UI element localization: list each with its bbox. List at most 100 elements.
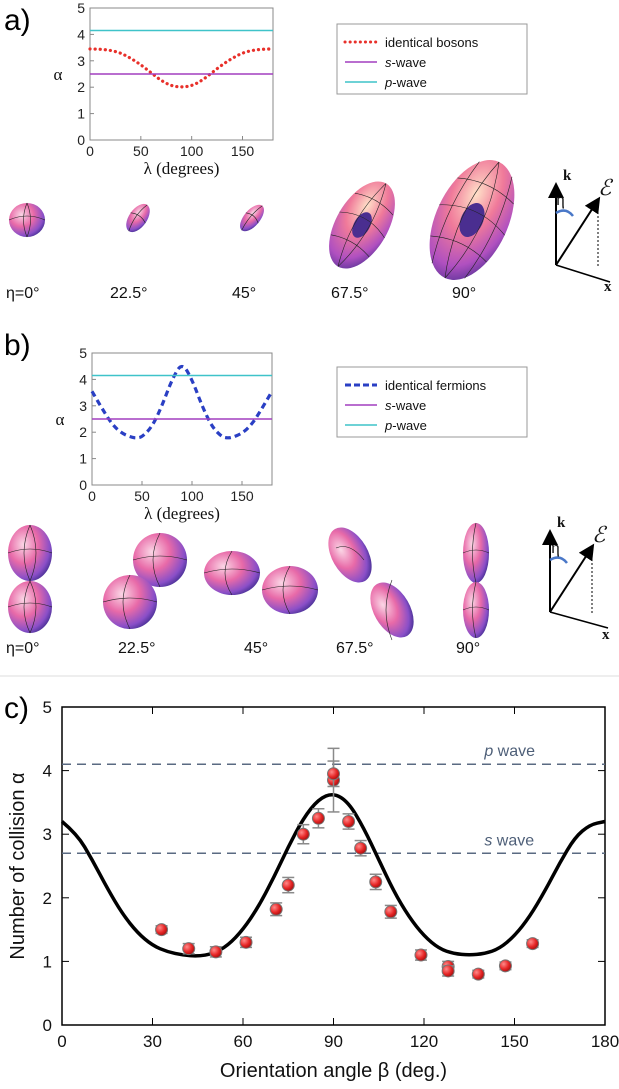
marker-c-4: [269, 902, 283, 916]
y-tick-label-b-4: 4: [79, 371, 87, 387]
marker-c-16: [441, 964, 455, 978]
data-point-c-7: [311, 808, 325, 829]
y-tick-label-c-1: 1: [43, 952, 52, 971]
x-tick-label-c-4: 120: [410, 1032, 438, 1051]
legend-label-b-2: p-wave: [384, 418, 427, 433]
x-tick-label-b-3: 150: [230, 488, 254, 504]
vector-k-a: k: [563, 168, 572, 184]
reference-label-c-1: s wave: [484, 832, 534, 849]
y-tick-label-a-4: 4: [77, 26, 85, 42]
orbital-b-eta67: [328, 527, 414, 641]
orbital-row-b: [7, 522, 490, 641]
vector-k-b: k: [557, 515, 566, 531]
marker-c-2: [209, 945, 223, 959]
vector-x-b: x: [602, 627, 610, 643]
data-point-c-14: [414, 948, 428, 962]
marker-c-3: [239, 935, 253, 949]
vector-eta-b: η: [551, 538, 560, 557]
marker-c-5: [281, 878, 295, 892]
eta-label-a-0: η=0°: [6, 285, 40, 302]
panel-a-label: a): [4, 4, 31, 37]
marker-c-14: [414, 948, 428, 962]
marker-c-17: [471, 967, 485, 981]
vector-diagram-a: k x η ℰ: [548, 168, 614, 295]
x-tick-label-b-1: 50: [134, 488, 150, 504]
y-tick-label-b-2: 2: [79, 424, 87, 440]
data-point-c-11: [354, 839, 368, 857]
data-point-c-18: [498, 959, 512, 973]
eta-label-b-2: 45°: [244, 640, 268, 657]
legend-box-a: [336, 23, 528, 95]
vector-eps-a: ℰ: [598, 175, 614, 200]
orbital-b-eta0: [7, 524, 53, 634]
x-axis-label-b: λ (degrees): [144, 504, 220, 523]
x-tick-label-b-0: 0: [88, 488, 96, 504]
data-point-c-6: [296, 823, 310, 845]
vector-x-a: x: [604, 279, 612, 295]
legend-label-a-1: s-wave: [385, 55, 426, 70]
fit-curve-c: [60, 793, 606, 958]
data-point-c-10: [342, 813, 356, 830]
orbital-row-a: [8, 160, 515, 280]
y-tick-label-a-3: 3: [77, 53, 85, 69]
x-tick-label-a-0: 0: [86, 143, 94, 159]
marker-c-7: [311, 811, 325, 825]
data-point-c-19: [526, 937, 540, 951]
vector-diagram-b: k x η ℰ: [542, 515, 610, 643]
y-tick-label-a-5: 5: [77, 0, 85, 16]
y-tick-label-b-1: 1: [79, 451, 87, 467]
legend-b: identical fermions s-wave p-wave: [336, 366, 528, 438]
x-tick-label-a-2: 100: [180, 143, 204, 159]
eta-labels-a: η=0° 22.5° 45° 67.5° 90°: [6, 285, 476, 302]
y-tick-label-a-0: 0: [77, 132, 85, 148]
x-tick-label-c-2: 60: [234, 1032, 253, 1051]
data-point-c-3: [239, 935, 253, 949]
eta-label-b-3: 67.5°: [336, 640, 374, 657]
y-tick-label-c-2: 2: [43, 889, 52, 908]
chart-c: 0 1 2 3 4 5 0 30 60 90 120 150 180 Orientation angle …: [7, 698, 619, 1082]
y-axis-label-a: α: [54, 65, 63, 84]
eta-label-a-2: 45°: [232, 285, 256, 302]
marker-c-10: [342, 814, 356, 828]
orbital-a-eta22: [126, 203, 150, 233]
eta-labels-b: η=0° 22.5° 45° 67.5° 90°: [6, 640, 480, 657]
eta-label-a-1: 22.5°: [110, 285, 148, 302]
series-line-a-0: [88, 47, 275, 89]
legend-label-b-0: identical fermions: [385, 378, 487, 393]
data-point-c-9: [327, 760, 340, 788]
data-point-c-12: [369, 873, 383, 891]
marker-c-1: [182, 942, 196, 956]
data-point-c-0: [155, 923, 169, 937]
eta-label-a-3: 67.5°: [331, 285, 369, 302]
y-tick-label-b-5: 5: [79, 345, 87, 361]
marker-c-12: [369, 875, 383, 889]
orbital-b-eta45: [203, 550, 319, 615]
marker-c-9: [327, 767, 340, 781]
legend-a: identical bosons s-wave p-wave: [336, 23, 528, 95]
orbital-a-eta90: [429, 160, 515, 280]
y-tick-label-c-3: 3: [43, 825, 52, 844]
legend-box-b: [336, 366, 528, 438]
x-tick-label-c-0: 0: [57, 1032, 66, 1051]
data-point-c-5: [281, 876, 295, 894]
x-tick-label-a-3: 150: [231, 143, 255, 159]
y-tick-label-b-0: 0: [79, 477, 87, 493]
marker-c-18: [498, 959, 512, 973]
y-tick-label-c-5: 5: [43, 698, 52, 717]
data-point-c-2: [209, 945, 223, 959]
x-axis-label-a: λ (degrees): [144, 159, 220, 178]
x-tick-label-a-1: 50: [133, 143, 149, 159]
x-tick-label-c-5: 150: [500, 1032, 528, 1051]
eta-label-b-4: 90°: [456, 640, 480, 657]
marker-c-13: [384, 905, 398, 919]
eta-label-b-1: 22.5°: [118, 640, 156, 657]
x-tick-label-c-1: 30: [143, 1032, 162, 1051]
data-point-c-13: [384, 904, 398, 919]
data-point-c-4: [269, 902, 283, 917]
marker-c-0: [155, 923, 169, 937]
y-tick-label-b-3: 3: [79, 398, 87, 414]
marker-c-6: [296, 827, 310, 841]
x-axis-label-c: Orientation angle β (deg.): [220, 1060, 447, 1082]
